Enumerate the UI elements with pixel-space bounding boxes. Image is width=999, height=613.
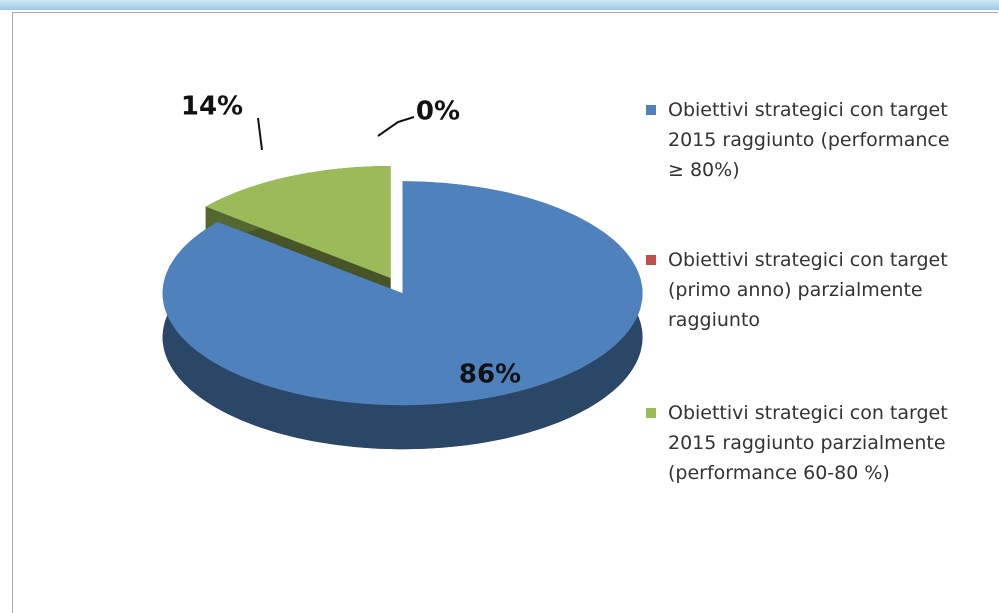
data-label: 0% bbox=[416, 97, 460, 127]
legend-item: Obiettivi strategici con target 2015 rag… bbox=[646, 95, 968, 185]
legend-label: Obiettivi strategici con target 2015 rag… bbox=[668, 402, 948, 484]
legend-item: Obiettivi strategici con target 2015 rag… bbox=[646, 398, 968, 488]
legend-item: Obiettivi strategici con target (primo a… bbox=[646, 245, 968, 335]
data-label: 14% bbox=[181, 92, 243, 122]
slice-top bbox=[162, 181, 643, 406]
legend-swatch bbox=[646, 408, 656, 418]
legend-swatch bbox=[646, 255, 656, 265]
legend-label: Obiettivi strategici con target 2015 rag… bbox=[668, 99, 950, 181]
data-label: 86% bbox=[459, 360, 521, 390]
slice bbox=[162, 181, 643, 450]
legend-swatch bbox=[646, 105, 656, 115]
leader-line bbox=[377, 116, 415, 137]
chart-frame bbox=[12, 12, 998, 613]
leader-line bbox=[257, 117, 263, 151]
slice-top bbox=[205, 166, 391, 279]
top-band bbox=[0, 0, 999, 10]
legend-label: Obiettivi strategici con target (primo a… bbox=[668, 249, 948, 331]
